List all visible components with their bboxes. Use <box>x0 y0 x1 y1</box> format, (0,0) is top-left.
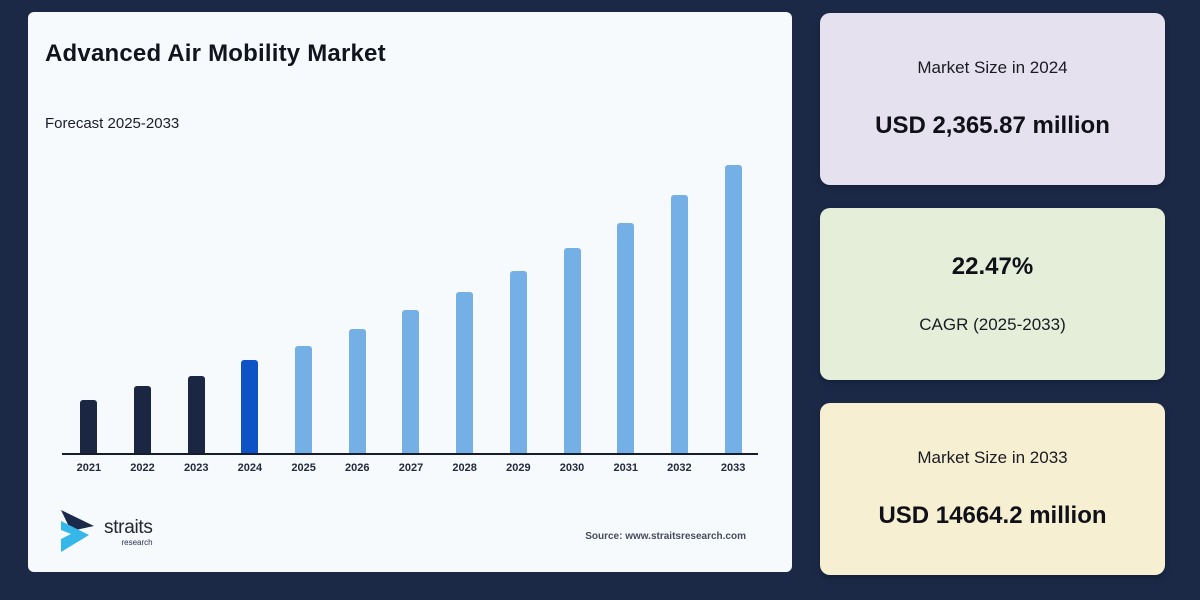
bar-chart: 2021 2022 2023 2024 2025 2026 2027 2028 2029 2030… <box>62 162 760 474</box>
bars-row <box>62 162 760 453</box>
chart-subtitle: Forecast 2025-2033 <box>45 115 180 132</box>
bar-column-2032 <box>653 162 707 453</box>
page-title: Advanced Air Mobility Market <box>45 40 386 67</box>
stat-card-market-size-2033: Market Size in 2033 USD 14664.2 million <box>820 403 1165 575</box>
x-tick-2026: 2026 <box>345 462 370 474</box>
logo-text: straits research <box>104 516 153 547</box>
bar-column-2025 <box>277 162 331 453</box>
bar-2025 <box>295 346 313 453</box>
stat-card-value: 22.47% <box>951 253 1034 280</box>
stat-card-label: Market Size in 2033 <box>917 448 1068 467</box>
bar-column-2024 <box>223 162 277 453</box>
stat-card-market-size-2024: Market Size in 2024 USD 2,365.87 million <box>820 13 1165 185</box>
bar-2022 <box>134 386 152 453</box>
bar-column-2031 <box>599 162 653 453</box>
stat-card-label: Market Size in 2024 <box>917 58 1068 77</box>
bar-column-2029 <box>492 162 546 453</box>
bar-2030 <box>563 248 581 453</box>
x-axis-line <box>62 453 758 455</box>
x-tick-2023: 2023 <box>183 462 209 474</box>
x-axis-labels: 2021 2022 2023 2024 2025 2026 2027 2028 2029 2030… <box>62 462 760 474</box>
bar-2032 <box>670 195 688 453</box>
logo-subtitle: research <box>121 537 153 547</box>
x-tick-2030: 2030 <box>559 462 585 474</box>
logo-name: straits <box>104 516 153 538</box>
straits-logo-icon <box>61 510 94 552</box>
source-attribution: Source: www.straitsresearch.com <box>585 531 746 542</box>
bar-2028 <box>456 292 474 453</box>
chart-panel: Advanced Air Mobility Market Forecast 20… <box>28 12 792 572</box>
bar-2033 <box>724 165 742 453</box>
x-tick-2033: 2033 <box>720 462 746 474</box>
x-tick-2029: 2029 <box>506 462 531 474</box>
bar-2031 <box>617 223 635 453</box>
bar-2023 <box>187 376 205 453</box>
bar-column-2021 <box>62 162 116 453</box>
x-tick-2032: 2032 <box>667 462 692 474</box>
x-tick-2022: 2022 <box>130 462 155 474</box>
x-tick-2024: 2024 <box>237 462 263 474</box>
bar-column-2022 <box>116 162 170 453</box>
bar-2029 <box>509 271 527 453</box>
bar-column-2028 <box>438 162 492 453</box>
stat-card-cagr: 22.47% CAGR (2025-2033) <box>820 208 1165 380</box>
bar-2024 <box>241 360 259 453</box>
bar-2021 <box>80 400 98 453</box>
x-tick-2025: 2025 <box>291 462 316 474</box>
straits-research-logo: straits research <box>58 508 153 556</box>
x-tick-2031: 2031 <box>613 462 638 474</box>
x-tick-2027: 2027 <box>398 462 424 474</box>
x-tick-2028: 2028 <box>452 462 477 474</box>
bar-column-2026 <box>330 162 384 453</box>
bar-2027 <box>402 310 420 453</box>
stat-card-value: USD 14664.2 million <box>878 502 1107 529</box>
x-tick-2021: 2021 <box>76 462 102 474</box>
bar-column-2030 <box>545 162 599 453</box>
bar-2026 <box>348 329 366 453</box>
bar-column-2027 <box>384 162 438 453</box>
bar-column-2033 <box>706 162 760 453</box>
bar-column-2023 <box>169 162 223 453</box>
stat-card-label: CAGR (2025-2033) <box>919 315 1066 334</box>
stat-card-value: USD 2,365.87 million <box>875 112 1110 139</box>
